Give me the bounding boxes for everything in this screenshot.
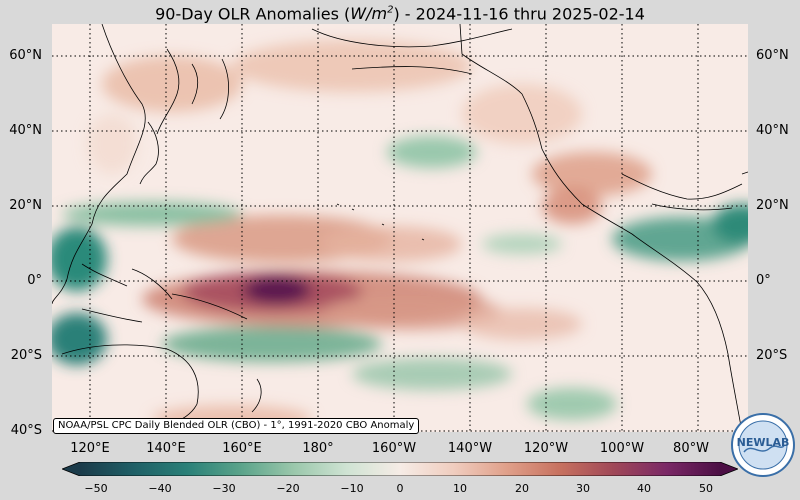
colorbar-tick: 30	[576, 482, 590, 495]
lat-label-left: 20°N	[9, 198, 42, 213]
lat-label-left: 0°	[27, 273, 42, 288]
lon-label: 140°W	[447, 441, 493, 456]
map-title: 90-Day OLR Anomalies (W/m2) - 2024-11-16…	[0, 0, 800, 25]
title-suffix: ) - 2024-11-16 thru 2025-02-14	[393, 4, 645, 24]
lat-label-left: 40°N	[9, 123, 42, 138]
title-unit: W/m2	[350, 4, 394, 24]
colorbar-tick: 40	[637, 482, 651, 495]
olr-anomaly-map	[52, 24, 748, 432]
lat-label-right: 0°	[756, 273, 771, 288]
title-prefix: 90-Day OLR Anomalies (	[155, 4, 351, 24]
lat-label-left: 40°S	[10, 423, 42, 438]
newlab-logo: NEWLAB	[731, 413, 795, 477]
colorbar-tick: 0	[396, 482, 404, 495]
colorbar-tick: −20	[276, 482, 300, 495]
lat-label-left: 20°S	[10, 348, 42, 363]
lon-label: 180°	[302, 441, 334, 456]
lon-label: 80°W	[673, 441, 709, 456]
lon-label: 100°W	[599, 441, 645, 456]
colorbar-gradient	[80, 462, 720, 476]
colorbar-tick: −30	[212, 482, 236, 495]
colorbar-extend-right	[720, 462, 738, 476]
colorbar-tick: −40	[148, 482, 172, 495]
lon-label: 120°W	[523, 441, 569, 456]
lat-label-right: 40°N	[756, 123, 789, 138]
data-credit: NOAA/PSL CPC Daily Blended OLR (CBO) - 1…	[53, 418, 420, 434]
lat-label-right: 60°N	[756, 48, 789, 63]
lat-label-right: 20°N	[756, 198, 789, 213]
colorbar-tick: 20	[515, 482, 529, 495]
lon-label: 120°E	[70, 441, 110, 456]
lon-label: 140°E	[146, 441, 186, 456]
colorbar-tick: −10	[340, 482, 364, 495]
colorbar-tick: 50	[699, 482, 713, 495]
lon-label: 160°W	[371, 441, 417, 456]
lon-label: 160°E	[222, 441, 262, 456]
svg-text:NEWLAB: NEWLAB	[737, 436, 790, 449]
colorbar	[62, 462, 738, 476]
lat-label-left: 60°N	[9, 48, 42, 63]
colorbar-tick: 10	[453, 482, 467, 495]
colorbar-extend-left	[62, 462, 80, 476]
lat-label-right: 20°S	[756, 348, 788, 363]
colorbar-tick: −50	[84, 482, 108, 495]
